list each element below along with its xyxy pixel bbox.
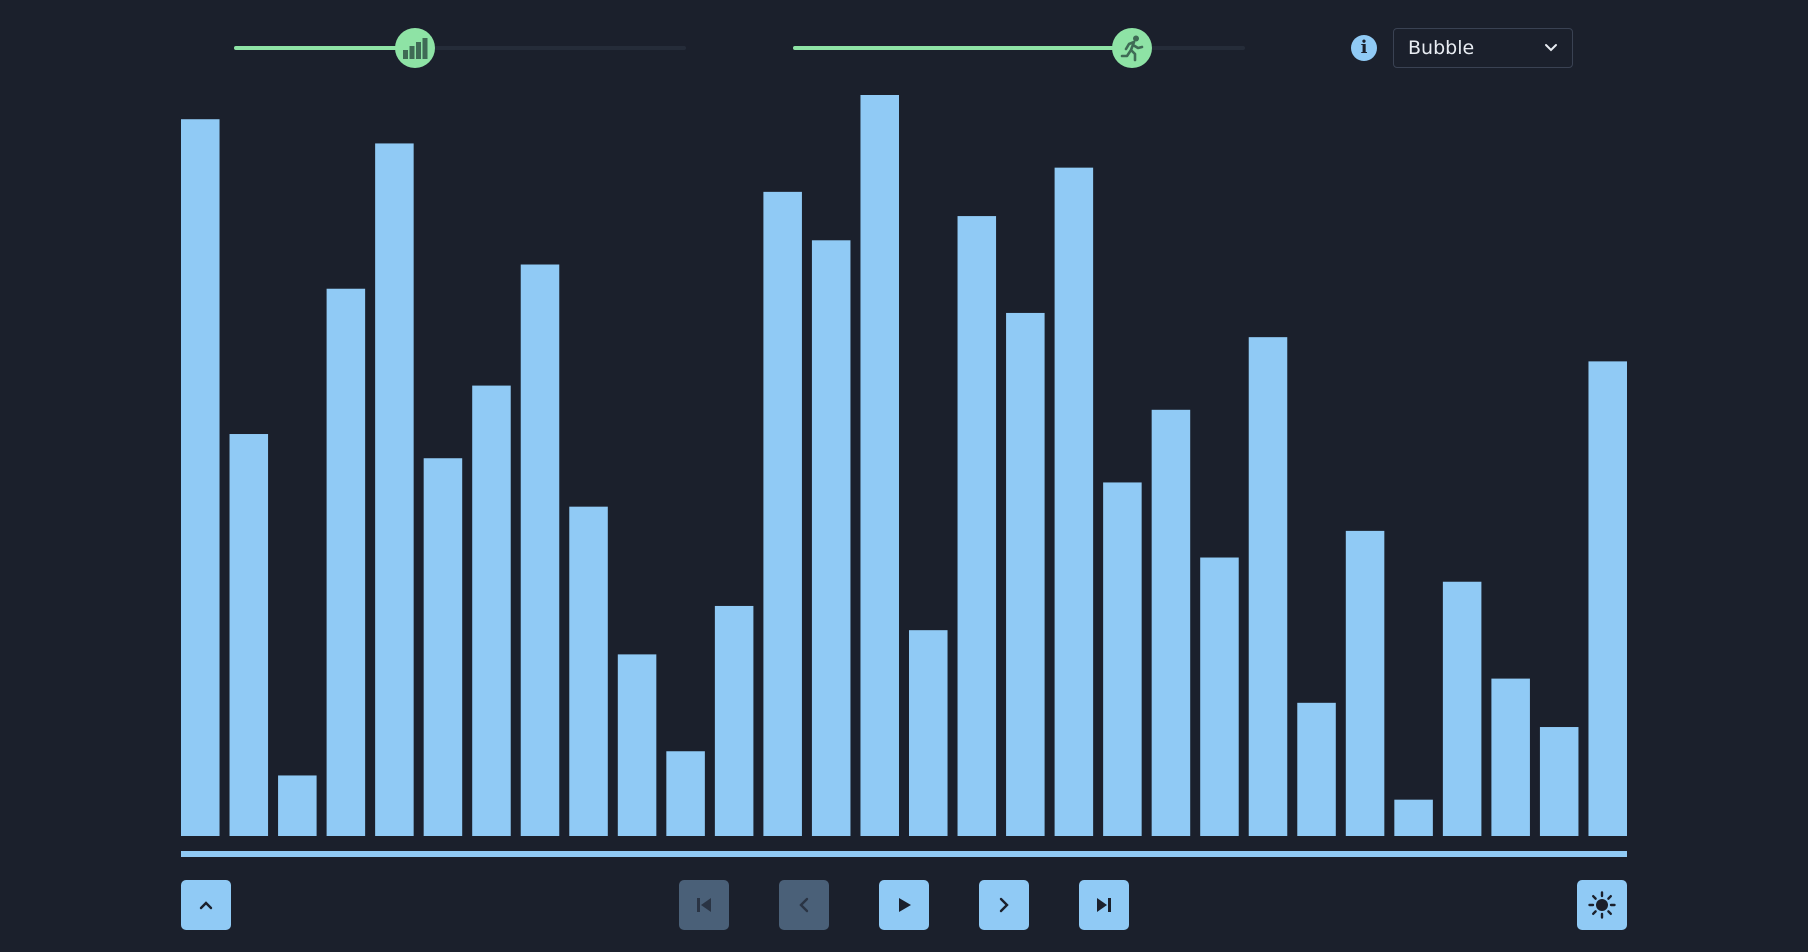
bar-23: [1248, 337, 1288, 836]
progress-fill: [181, 851, 1627, 857]
bar-20: [1103, 482, 1142, 836]
play-button[interactable]: [879, 880, 929, 930]
array-size-slider-track[interactable]: [234, 46, 686, 50]
bar-11: [666, 751, 705, 836]
speed-slider[interactable]: [793, 28, 1245, 68]
sun-icon: [1588, 891, 1616, 919]
speed-slider-thumb[interactable]: [1112, 28, 1152, 68]
algorithm-select[interactable]: Bubble: [1393, 28, 1573, 68]
skip-to-end-button[interactable]: [1079, 880, 1129, 930]
bar-18: [1006, 312, 1045, 836]
array-size-slider-fill: [234, 46, 415, 50]
algorithm-select-value: Bubble: [1408, 37, 1475, 59]
skip-to-end-icon: [1097, 898, 1111, 912]
bar-27: [1442, 581, 1482, 836]
chevron-right-icon: [999, 897, 1009, 913]
bar-16: [909, 630, 948, 836]
bar-12: [714, 605, 754, 836]
running-person-icon: [1120, 35, 1144, 62]
skip-to-start-icon: [697, 898, 711, 912]
bar-8: [520, 264, 560, 836]
previous-step-button[interactable]: [779, 880, 829, 930]
bar-17: [957, 216, 997, 836]
bar-22: [1200, 557, 1239, 836]
bar-1: [181, 119, 220, 837]
bar-10: [617, 654, 657, 836]
bar-24: [1297, 702, 1336, 836]
bar-25: [1345, 530, 1385, 836]
play-icon: [899, 898, 911, 912]
theme-toggle-button[interactable]: [1577, 880, 1627, 930]
info-icon[interactable]: i: [1351, 35, 1377, 61]
bar-9: [569, 506, 608, 836]
bar-7: [472, 385, 511, 836]
collapse-button[interactable]: [181, 880, 231, 930]
bar-21: [1151, 409, 1191, 836]
chevron-left-icon: [799, 897, 809, 913]
next-step-button[interactable]: [979, 880, 1029, 930]
skip-to-start-button[interactable]: [679, 880, 729, 930]
bar-5: [375, 143, 414, 836]
chevron-down-icon: [1545, 44, 1557, 52]
bar-19: [1054, 167, 1094, 836]
bar-14: [811, 240, 851, 837]
bar-29: [1539, 727, 1579, 836]
bar-2: [229, 434, 269, 836]
bar-6: [423, 458, 463, 836]
bar-26: [1394, 799, 1433, 836]
bar-28: [1491, 678, 1530, 836]
speed-slider-fill: [793, 46, 1132, 50]
array-size-slider[interactable]: [234, 28, 686, 68]
bar-13: [763, 191, 802, 837]
bar-30: [1588, 361, 1627, 836]
array-size-slider-thumb[interactable]: [394, 28, 435, 68]
chevron-up-icon: [199, 901, 213, 910]
bar-15: [860, 95, 899, 836]
bar-3: [278, 775, 317, 836]
bar-chart-icon: [402, 38, 428, 59]
bar-4: [326, 288, 366, 837]
